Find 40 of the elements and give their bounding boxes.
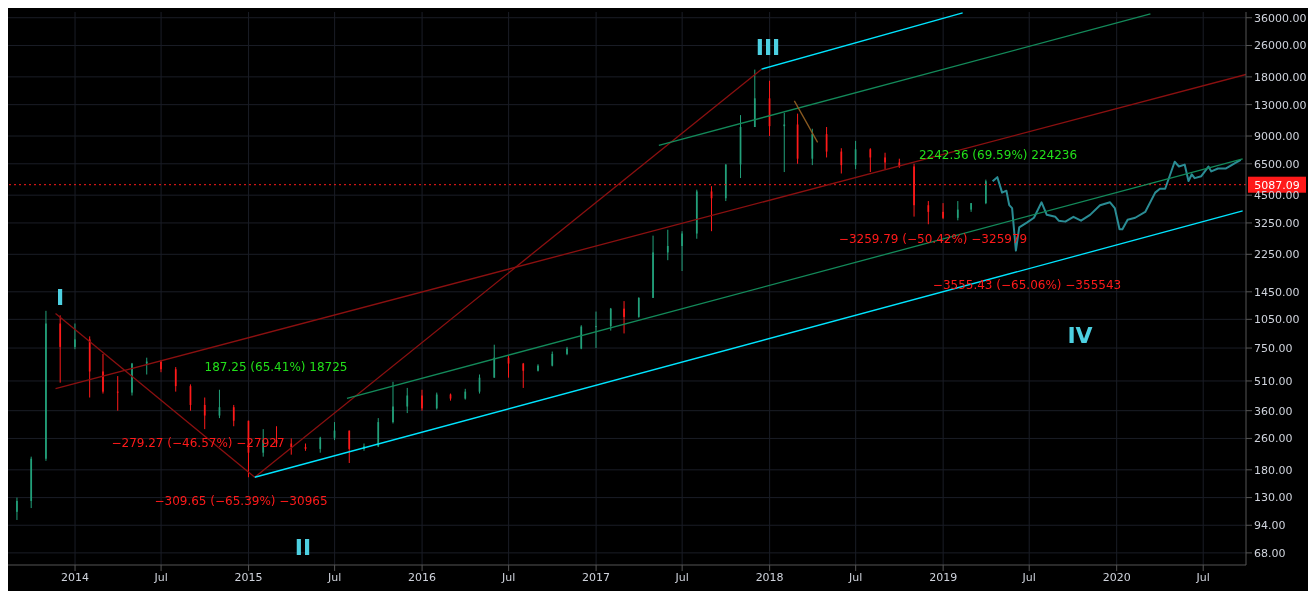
y-tick-label: 260.00 xyxy=(1254,432,1293,446)
y-tick-label: 9000.00 xyxy=(1254,129,1300,143)
y-tick-label: 18000.00 xyxy=(1254,70,1307,84)
x-tick-label: Jul xyxy=(326,570,342,584)
y-tick-label: 68.00 xyxy=(1254,546,1286,560)
y-tick-label: 3250.00 xyxy=(1254,216,1300,230)
y-tick-label: 180.00 xyxy=(1254,463,1293,477)
annotation: 187.25 (65.41%) 18725 xyxy=(203,360,349,375)
annotation: III xyxy=(754,34,782,61)
annotation: IV xyxy=(1066,322,1094,349)
x-tick-label: Jul xyxy=(500,570,516,584)
x-tick-label: 2019 xyxy=(929,570,958,584)
x-tick-label: Jul xyxy=(674,570,689,584)
x-tick-label: 2017 xyxy=(582,570,611,584)
y-tick-label: 36000.00 xyxy=(1254,11,1307,25)
x-tick-label: Jul xyxy=(1195,570,1210,584)
annotation: −309.65 (−65.39%) −30965 xyxy=(153,494,329,509)
y-tick-label: 13000.00 xyxy=(1254,98,1307,112)
y-tick-label: 94.00 xyxy=(1254,519,1286,533)
y-tick-label: 6500.00 xyxy=(1254,157,1300,171)
x-tick-label: 2018 xyxy=(755,570,784,584)
y-tick-label: 4500.00 xyxy=(1254,189,1300,203)
x-tick-label: 2016 xyxy=(408,570,437,584)
x-tick-label: Jul xyxy=(848,570,863,584)
annotation: I xyxy=(54,284,66,311)
x-tick-label: 2020 xyxy=(1102,570,1131,584)
x-tick-label: Jul xyxy=(153,570,168,584)
y-tick-label: 130.00 xyxy=(1254,491,1293,505)
x-tick-label: 2014 xyxy=(61,570,90,584)
y-tick-label: 750.00 xyxy=(1254,341,1293,355)
y-tick-label: 1050.00 xyxy=(1254,313,1300,327)
ref-line-label: 5087.09 xyxy=(1254,178,1300,192)
x-tick-label: Jul xyxy=(1021,570,1036,584)
y-tick-label: 1450.00 xyxy=(1254,285,1300,299)
x-tick-label: 2015 xyxy=(234,570,263,584)
y-tick-label: 2250.00 xyxy=(1254,248,1300,262)
y-tick-label: 26000.00 xyxy=(1254,39,1307,53)
annotation: II xyxy=(293,534,313,561)
y-tick-label: 360.00 xyxy=(1254,404,1293,418)
y-tick-label: 510.00 xyxy=(1254,374,1293,388)
